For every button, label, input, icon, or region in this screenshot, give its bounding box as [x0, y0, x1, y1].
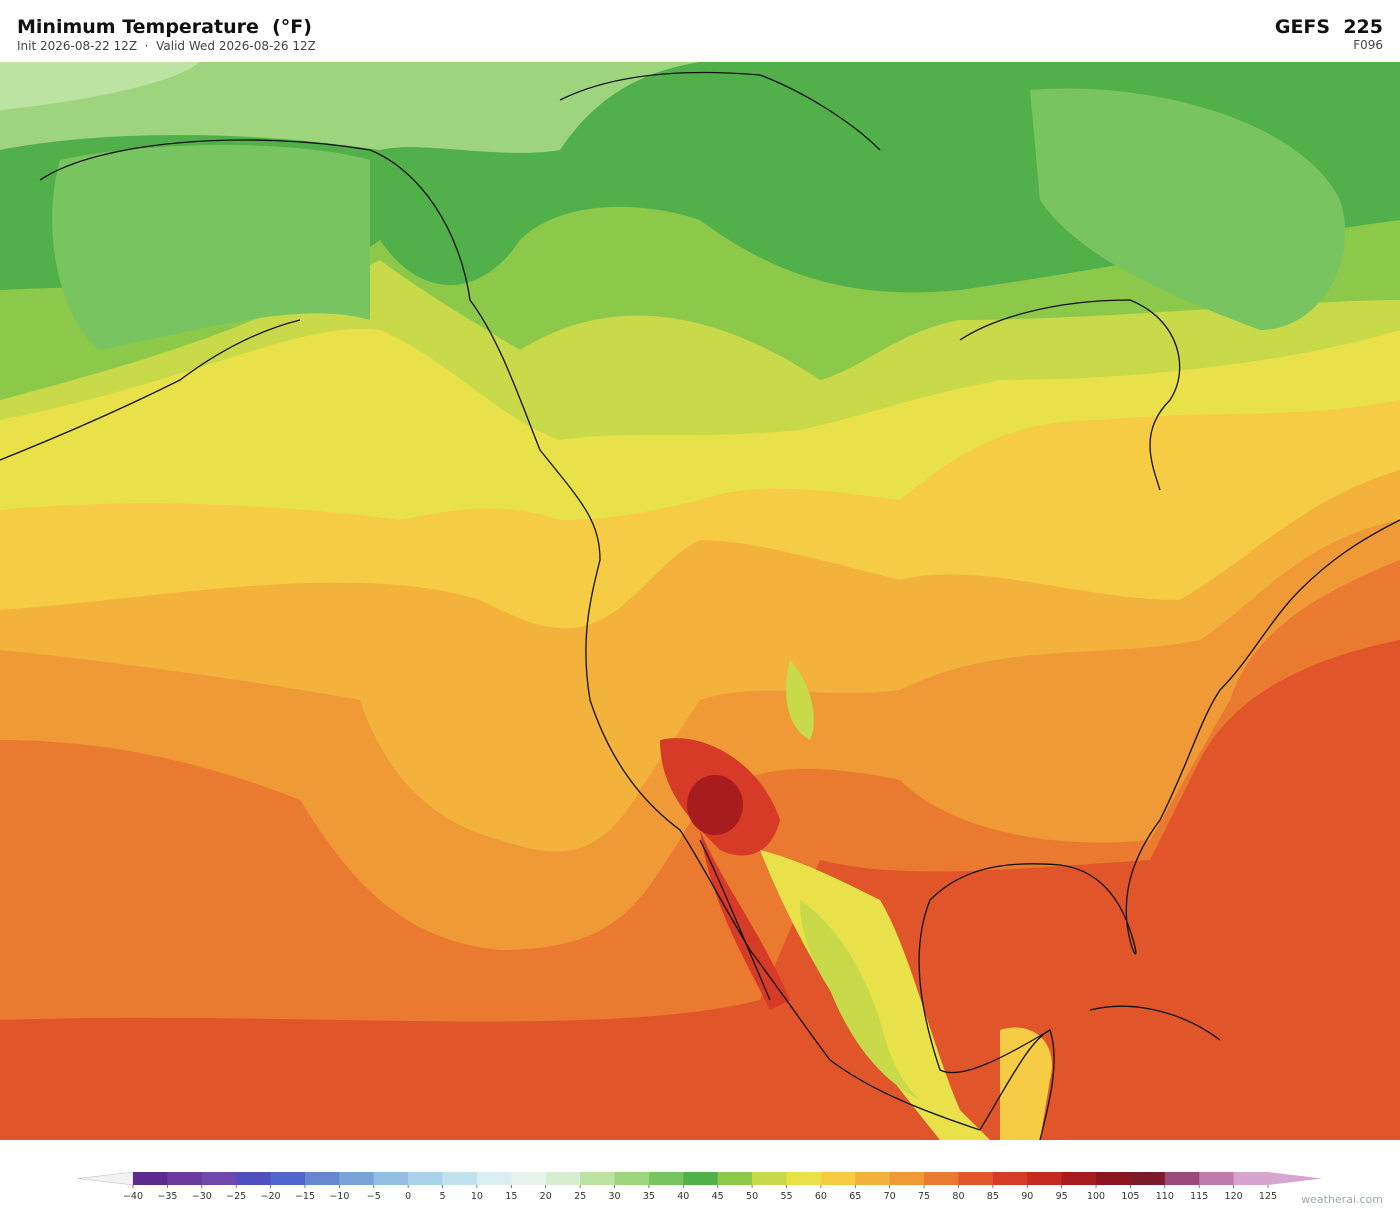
colorbar-segment: [614, 1172, 650, 1185]
colorbar-segment: [752, 1172, 787, 1185]
colorbar-tick-label: 75: [918, 1191, 930, 1202]
colorbar-segment: [683, 1172, 719, 1185]
colorbar-tick-label: 30: [608, 1191, 620, 1202]
colorbar-segment: [786, 1172, 822, 1185]
colorbar-segment: [1061, 1172, 1097, 1185]
colorbar-segment: [304, 1172, 340, 1185]
colorbar-tick-label: 50: [746, 1191, 758, 1202]
colorbar-tick-label: 80: [952, 1191, 964, 1202]
colorbar-tick-label: −30: [192, 1191, 212, 1202]
colorbar-tick-label: 60: [815, 1191, 827, 1202]
colorbar-tick-label: 35: [643, 1191, 655, 1202]
colorbar-segment: [511, 1172, 547, 1185]
colorbar-tick-label: −5: [367, 1191, 381, 1202]
colorbar-tick-label: −10: [329, 1191, 349, 1202]
colorbar-tick-label: 25: [574, 1191, 586, 1202]
forecast-hour: F096: [1353, 38, 1383, 52]
colorbar-tick-label: 0: [405, 1191, 411, 1202]
colorbar-tick-label: 10: [471, 1191, 483, 1202]
colorbar-segment: [717, 1172, 753, 1185]
colorbar-segment: [339, 1172, 375, 1185]
colorbar-segment: [545, 1172, 581, 1185]
colorbar-tick-label: 65: [849, 1191, 861, 1202]
title: Minimum Temperature (°F): [17, 16, 312, 38]
colorbar-tick-label: −40: [123, 1191, 143, 1202]
subtitle: Init 2026-08-22 12Z · Valid Wed 2026-08-…: [17, 39, 316, 53]
colorbar-segment: [855, 1172, 891, 1185]
colorbar-tick-label: 85: [987, 1191, 999, 1202]
colorbar-segment: [236, 1172, 272, 1185]
colorbar-tick-label: 45: [712, 1191, 724, 1202]
watermark: weatherai.com: [1301, 1193, 1383, 1206]
colorbar-tick-label: 105: [1121, 1191, 1139, 1202]
colorbar-tick-label: 70: [884, 1191, 896, 1202]
colorbar-segment: [1199, 1172, 1235, 1185]
colorbar: −40 −35 −30 −25 −20 −15 −10 −5 0 5 10 15 20 25 30 35 40 4…: [77, 1171, 1322, 1202]
colorbar-segment: [1096, 1172, 1131, 1185]
colorbar-extend-high: [1268, 1172, 1322, 1185]
colorbar-segment: [133, 1172, 168, 1185]
colorbar-segment: [924, 1172, 959, 1185]
colorbar-segment: [820, 1172, 856, 1185]
colorbar-tick-label: 15: [505, 1191, 517, 1202]
colorbar-tick-label: 125: [1259, 1191, 1277, 1202]
colorbar-tick-label: 5: [440, 1191, 446, 1202]
colorbar-segment: [889, 1172, 925, 1185]
colorbar-tick-label: −20: [261, 1191, 281, 1202]
colorbar-segment: [408, 1172, 444, 1185]
colorbar-tick-label: 90: [1021, 1191, 1033, 1202]
colorbar-segment: [648, 1172, 684, 1185]
colorbar-segment: [270, 1172, 306, 1185]
colorbar-segment: [442, 1172, 478, 1185]
colorbar-tick-label: 120: [1225, 1191, 1243, 1202]
colorbar-segment: [958, 1172, 994, 1185]
colorbar-tick-label: 40: [677, 1191, 689, 1202]
colorbar-segment: [167, 1172, 203, 1185]
colorbar-tick-label: 20: [540, 1191, 552, 1202]
colorbar-tick-label: −35: [157, 1191, 177, 1202]
colorbar-segment: [476, 1172, 512, 1185]
colorbar-tick-label: 115: [1190, 1191, 1208, 1202]
colorbar-tick-label: −25: [226, 1191, 246, 1202]
map: [0, 62, 1400, 1140]
colorbar-segment: [373, 1172, 409, 1185]
colorbar-segment: [1130, 1172, 1166, 1185]
colorbar-segment: [1164, 1172, 1200, 1185]
colorbar-segment: [1027, 1172, 1063, 1185]
colorbar-tick-label: 55: [780, 1191, 792, 1202]
colorbar-segment: [580, 1172, 616, 1185]
colorbar-tick-label: −15: [295, 1191, 315, 1202]
colorbar-extend-low: [77, 1171, 134, 1186]
colorbar-segment: [992, 1172, 1028, 1185]
colorbar-segment: [1233, 1172, 1269, 1185]
model-name: GEFS 225: [1274, 16, 1383, 38]
colorbar-segment: [201, 1172, 237, 1185]
colorbar-tick-label: 110: [1156, 1191, 1174, 1202]
colorbar-tick-label: 100: [1087, 1191, 1105, 1202]
colorbar-tick-label: 95: [1056, 1191, 1068, 1202]
